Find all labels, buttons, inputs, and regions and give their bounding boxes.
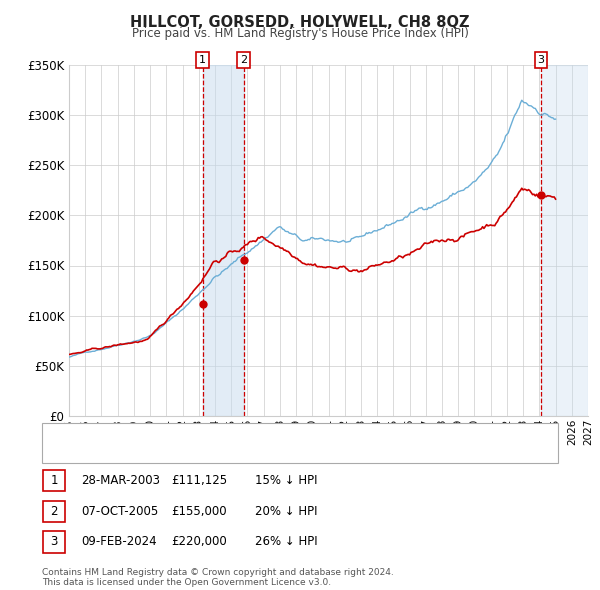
Text: 20% ↓ HPI: 20% ↓ HPI xyxy=(255,505,317,518)
Text: 26% ↓ HPI: 26% ↓ HPI xyxy=(255,536,317,549)
Text: £220,000: £220,000 xyxy=(171,536,227,549)
Text: 2: 2 xyxy=(50,505,58,518)
Text: Contains HM Land Registry data © Crown copyright and database right 2024.
This d: Contains HM Land Registry data © Crown c… xyxy=(42,568,394,587)
Text: £155,000: £155,000 xyxy=(171,505,227,518)
Text: HILLCOT, GORSEDD, HOLYWELL, CH8 8QZ: HILLCOT, GORSEDD, HOLYWELL, CH8 8QZ xyxy=(130,15,470,30)
Text: 15% ↓ HPI: 15% ↓ HPI xyxy=(255,474,317,487)
Text: 2: 2 xyxy=(240,55,247,65)
Text: 1: 1 xyxy=(50,474,58,487)
Text: £111,125: £111,125 xyxy=(171,474,227,487)
Text: 09-FEB-2024: 09-FEB-2024 xyxy=(81,536,157,549)
Text: HILLCOT, GORSEDD, HOLYWELL, CH8 8QZ (detached house): HILLCOT, GORSEDD, HOLYWELL, CH8 8QZ (det… xyxy=(81,430,410,440)
Text: 1: 1 xyxy=(199,55,206,65)
Bar xyxy=(203,65,244,416)
Text: 07-OCT-2005: 07-OCT-2005 xyxy=(81,505,158,518)
Bar xyxy=(541,65,588,416)
Text: 28-MAR-2003: 28-MAR-2003 xyxy=(81,474,160,487)
Text: 3: 3 xyxy=(538,55,545,65)
Text: Price paid vs. HM Land Registry's House Price Index (HPI): Price paid vs. HM Land Registry's House … xyxy=(131,27,469,40)
Text: 3: 3 xyxy=(50,536,58,549)
Text: HPI: Average price, detached house, Flintshire: HPI: Average price, detached house, Flin… xyxy=(81,447,334,457)
